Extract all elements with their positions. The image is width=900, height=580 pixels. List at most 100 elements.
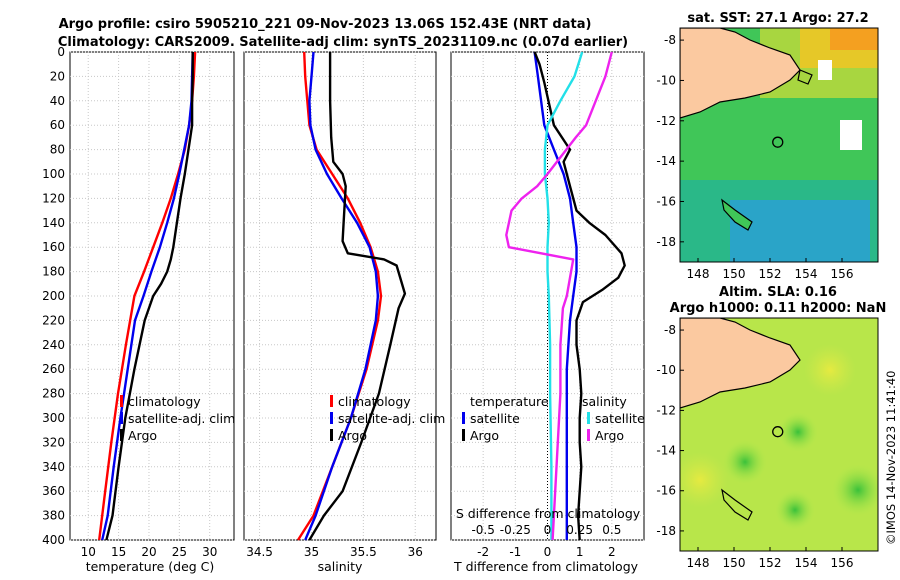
sla-map-frame <box>679 317 879 552</box>
sla-high <box>804 344 856 396</box>
legend-satellite: satellite-adj. clim <box>338 411 445 426</box>
legend-climatology-swatch <box>120 395 123 407</box>
sst-island <box>797 69 813 85</box>
sla-high <box>680 452 728 508</box>
x-tick-label: 0 <box>544 545 552 559</box>
salinity-plot: 34.5 35 35.5 36 <box>244 51 436 559</box>
legend-t-satellite-swatch <box>462 412 465 424</box>
legend-s-argo: Argo <box>595 428 624 443</box>
series-argo <box>105 52 194 541</box>
map-y-tick-label: -8 <box>664 323 676 337</box>
map-y-tick-label: -10 <box>656 363 676 377</box>
y-tick-label: 320 <box>42 435 65 449</box>
sla-map-panel: Altim. SLA: 0.16 Argo h1000: 0.11 h2000:… <box>656 285 886 570</box>
sla-low <box>723 440 767 484</box>
y-tick-label: 380 <box>42 509 65 523</box>
sla-low <box>775 490 815 530</box>
legend-argo-swatch <box>330 429 333 441</box>
figure-title-line2: Climatology: CARS2009. Satellite-adj cli… <box>58 35 628 50</box>
salinity-legend: climatology satellite-adj. clim Argo <box>330 394 445 443</box>
legend-argo-swatch <box>120 429 123 441</box>
legend-argo: Argo <box>128 428 157 443</box>
argo-location-marker <box>772 426 784 438</box>
temperature-panel: 10 15 20 25 30020406080100120140160180200220… <box>42 45 235 574</box>
x-tick-label: 10 <box>81 545 96 559</box>
legend-satellite: satellite-adj. clim <box>128 411 235 426</box>
series-satellite-adj-clim <box>304 51 380 541</box>
s-tick-label: 0.5 <box>602 523 621 537</box>
sst-cold-patch <box>730 200 870 262</box>
legend-temperature-title: temperature <box>470 394 549 409</box>
y-tick-label: 200 <box>42 289 65 303</box>
copyright-stamp: ©IMOS 14-Nov-2023 11:41:40 <box>884 370 898 545</box>
sst-map-field <box>680 28 878 262</box>
temperature-xlabel: temperature (deg C) <box>86 559 215 574</box>
legend-t-argo: Argo <box>470 428 499 443</box>
y-tick-label: 20 <box>50 69 65 83</box>
map-x-tick-label: 150 <box>723 556 746 570</box>
salinity-panel: 34.5 35 35.5 36 salinity climatology satell… <box>243 51 445 574</box>
x-tick-label: 35.5 <box>350 545 377 559</box>
x-tick-label: 34.5 <box>246 545 273 559</box>
sst-map-panel: sat. SST: 27.1 Argo: 27.2 148 150 152 154 15… <box>656 11 879 281</box>
x-tick-label: 35 <box>304 545 319 559</box>
map-x-tick-label: 152 <box>759 556 782 570</box>
x-tick-label: 2 <box>608 545 616 559</box>
legend-t-satellite: satellite <box>470 411 520 426</box>
y-tick-label: 40 <box>50 94 65 108</box>
y-tick-label: 180 <box>42 265 65 279</box>
difference-xlabel: T difference from climatology <box>453 559 639 574</box>
legend-s-satellite: satellite <box>595 411 645 426</box>
difference-legend: temperature satellite Argo salinity sate… <box>462 394 645 443</box>
map-y-tick-label: -8 <box>664 33 676 47</box>
x-tick-label: -2 <box>477 545 489 559</box>
legend-s-satellite-swatch <box>587 412 590 424</box>
map-x-tick-label: 148 <box>687 556 710 570</box>
argo-location-marker <box>772 136 784 148</box>
series-s-argo <box>505 51 613 541</box>
sla-low <box>832 464 878 516</box>
map-x-tick-label: 152 <box>759 267 782 281</box>
y-tick-label: 340 <box>42 460 65 474</box>
x-tick-label: 36 <box>408 545 423 559</box>
s-tick-label: 0 <box>544 523 552 537</box>
x-tick-label: 20 <box>141 545 156 559</box>
series-s-satellite <box>543 51 584 540</box>
map-x-tick-label: 154 <box>795 267 818 281</box>
sst-cloud <box>818 60 832 80</box>
map-y-tick-label: -10 <box>656 73 676 87</box>
y-tick-label: 0 <box>57 45 65 59</box>
legend-climatology-swatch <box>330 395 333 407</box>
sla-map-axes: 148 150 152 154 156 -8 -10 -12 -14 -16 -18 <box>656 323 853 570</box>
legend-climatology: climatology <box>128 394 201 409</box>
map-y-tick-label: -14 <box>656 154 676 168</box>
y-tick-label: 240 <box>42 338 65 352</box>
sla-map-field <box>680 318 878 551</box>
x-tick-label: 1 <box>576 545 584 559</box>
sst-island <box>721 198 753 231</box>
y-tick-label: 60 <box>50 118 65 132</box>
sst-hot-core <box>830 28 878 50</box>
salinity-xlabel: salinity <box>318 559 363 574</box>
sla-map-title-line1: Altim. SLA: 0.16 <box>719 285 837 300</box>
sla-low <box>778 412 818 452</box>
s-tick-label: 0.25 <box>566 523 593 537</box>
legend-argo: Argo <box>338 428 367 443</box>
legend-salinity-title: salinity <box>582 394 627 409</box>
map-x-tick-label: 156 <box>831 267 854 281</box>
legend-satellite-swatch <box>330 412 333 424</box>
difference-panel: -2 -1 0 1 2 -0.5 -0.25 0 0.25 0.5 T difference fr… <box>450 51 645 574</box>
y-tick-label: 140 <box>42 216 65 230</box>
map-y-tick-label: -16 <box>656 194 676 208</box>
map-y-tick-label: -18 <box>656 524 676 538</box>
legend-climatology: climatology <box>338 394 411 409</box>
x-tick-label: 25 <box>172 545 187 559</box>
sst-map-title: sat. SST: 27.1 Argo: 27.2 <box>687 11 868 26</box>
legend-satellite-swatch <box>120 412 123 424</box>
figure-title-line1: Argo profile: csiro 5905210_221 09-Nov-2… <box>59 17 592 32</box>
series-satellite-adj-clim <box>101 51 194 541</box>
y-tick-label: 220 <box>42 313 65 327</box>
temperature-legend: climatology satellite-adj. clim Argo <box>120 394 235 443</box>
y-tick-label: 260 <box>42 362 65 376</box>
